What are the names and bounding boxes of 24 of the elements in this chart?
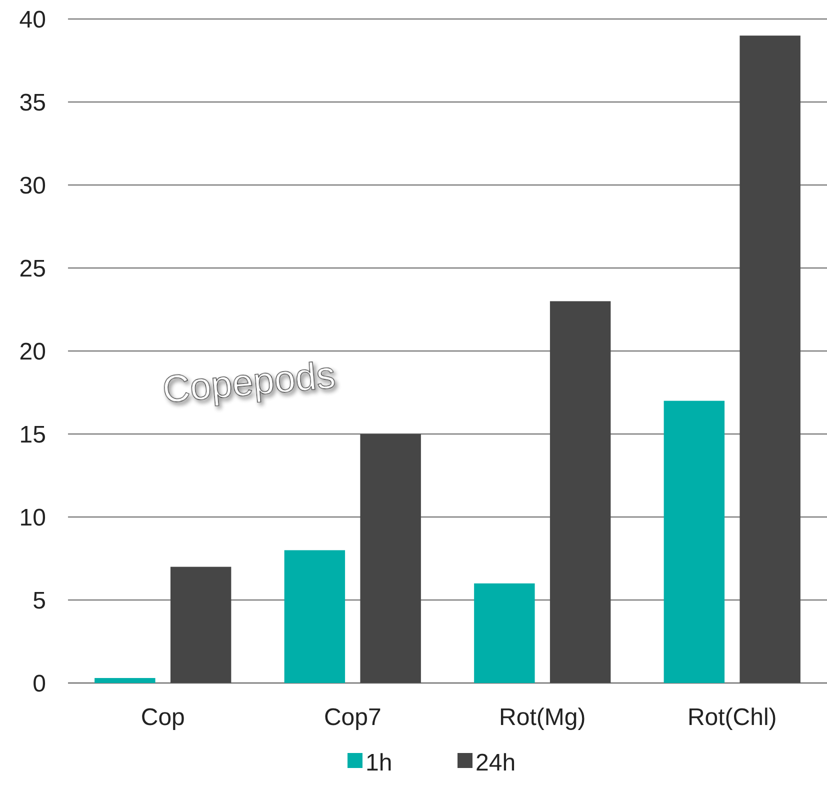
y-tick-label: 25 [19, 255, 46, 282]
legend-label: 1h [366, 749, 392, 776]
bar [360, 434, 421, 683]
y-tick-label: 30 [19, 172, 46, 200]
y-tick-label: 5 [32, 587, 46, 614]
y-tick-label: 0 [32, 670, 46, 698]
legend-label: 24h [476, 749, 516, 776]
bar [284, 550, 346, 683]
bar [170, 566, 232, 683]
bar [550, 301, 611, 683]
x-tick-label: Rot(Mg) [499, 704, 586, 731]
bar [474, 583, 535, 683]
y-tick-label: 35 [19, 89, 46, 116]
annotation: Copepods [160, 354, 338, 412]
y-tick-label: 10 [19, 504, 46, 532]
y-tick-label: 20 [19, 338, 46, 366]
x-tick-label: Cop [140, 704, 185, 731]
bar [94, 678, 156, 683]
y-tick-label: 15 [19, 421, 46, 448]
x-tick-label: Cop7 [324, 704, 382, 731]
bar [740, 36, 800, 683]
x-tick-label: Rot(Chl) [687, 704, 777, 731]
bar [664, 400, 725, 683]
y-tick-label: 40 [19, 6, 46, 34]
